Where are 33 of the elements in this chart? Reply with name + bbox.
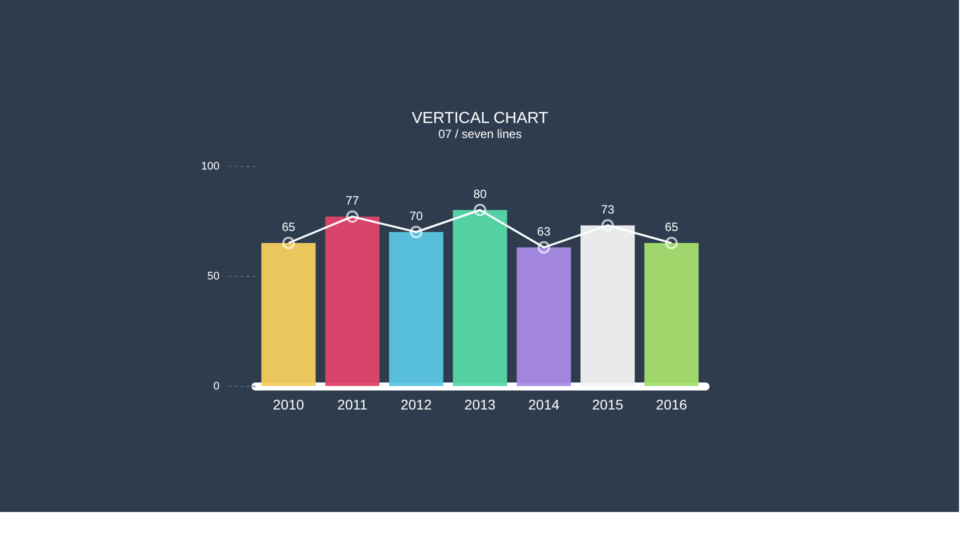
chart-subtitle: 07 / seven lines	[438, 127, 522, 141]
point	[474, 204, 486, 216]
bar	[644, 243, 699, 386]
x-tick-label: 2016	[656, 396, 688, 412]
x-tick-label: 2013	[464, 396, 496, 412]
data-label: 80	[473, 187, 487, 201]
point	[410, 226, 422, 238]
bar	[261, 243, 316, 386]
bar	[516, 247, 571, 386]
data-label: 77	[346, 194, 360, 208]
data-label: 65	[282, 220, 296, 234]
y-tick-label: 50	[207, 270, 220, 282]
point	[538, 241, 550, 254]
data-label: 65	[664, 220, 678, 234]
point	[282, 236, 295, 250]
bar	[580, 225, 635, 386]
y-tick-label: 0	[213, 380, 220, 392]
bar	[452, 210, 508, 386]
x-tick-label: 2012	[400, 396, 432, 412]
x-tick-label: 2014	[528, 396, 560, 412]
point	[601, 219, 614, 232]
point	[346, 210, 359, 223]
data-label: 70	[409, 209, 424, 223]
bar	[325, 216, 380, 386]
chart-title: VERTICAL CHART	[412, 110, 549, 127]
x-tick-label: 2015	[592, 396, 624, 412]
x-tick-label: 2010	[272, 396, 304, 412]
data-label: 73	[600, 202, 615, 216]
x-tick-label: 2011	[337, 396, 368, 412]
data-label: 63	[537, 224, 551, 238]
point	[665, 236, 678, 250]
y-tick-label: 100	[201, 160, 220, 172]
bar	[389, 232, 444, 386]
